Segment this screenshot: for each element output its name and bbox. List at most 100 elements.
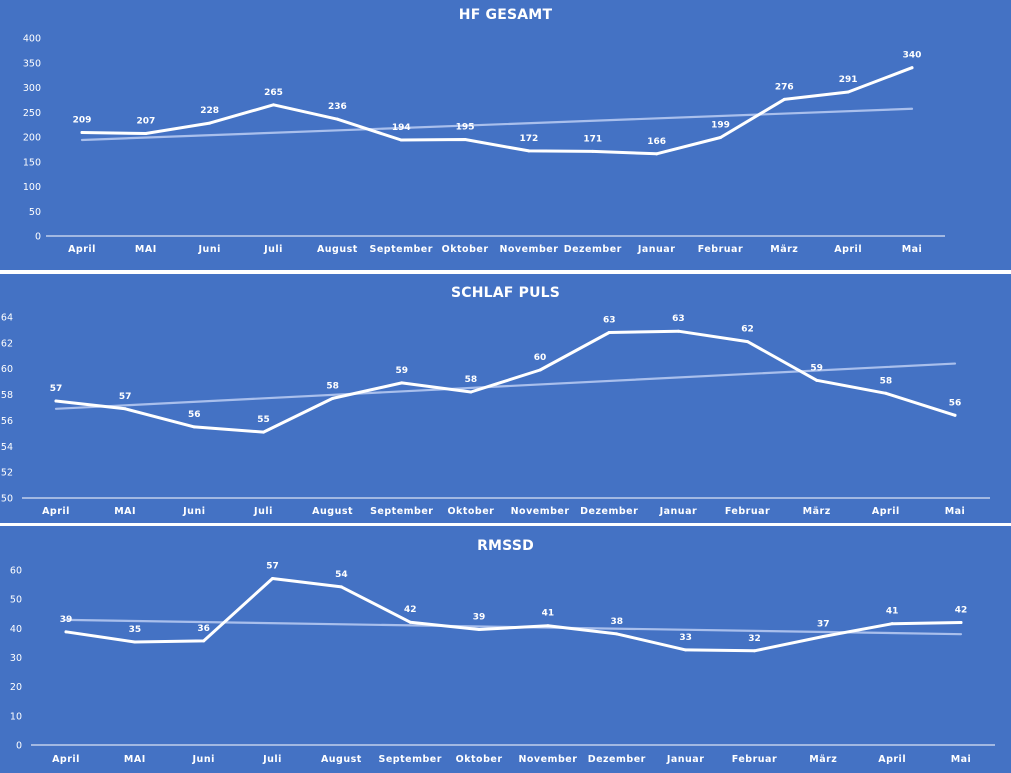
data-label: 35	[129, 625, 142, 635]
x-tick-label: April	[834, 244, 862, 255]
data-point	[408, 620, 412, 624]
data-label: 39	[473, 613, 486, 623]
data-point	[80, 131, 84, 135]
y-tick-label: 50	[10, 595, 22, 606]
y-tick-label: 60	[1, 364, 13, 375]
x-tick-label: März	[809, 754, 837, 765]
data-point	[144, 132, 148, 136]
data-point	[331, 396, 335, 400]
trendline	[80, 107, 914, 142]
data-point	[54, 399, 58, 403]
y-tick-label: 250	[23, 108, 41, 119]
data-label: 171	[583, 134, 602, 144]
data-point	[752, 649, 756, 653]
data-point	[615, 632, 619, 636]
data-point	[463, 137, 467, 141]
y-tick-label: 50	[1, 494, 13, 505]
data-point	[546, 624, 550, 628]
data-label: 340	[903, 51, 922, 61]
y-tick-label: 10	[10, 711, 22, 722]
chart-title: RMSSD	[477, 538, 534, 554]
x-tick-label: August	[321, 754, 362, 765]
x-tick-label: Januar	[666, 754, 705, 765]
y-tick-label: 200	[23, 133, 41, 144]
data-label: 166	[647, 137, 666, 147]
x-tick-label: Mai	[945, 506, 966, 517]
data-label: 41	[542, 609, 555, 619]
data-label: 194	[392, 123, 411, 133]
x-tick-label: MAI	[135, 244, 157, 255]
chart-plot-hf-gesamt: 0 50 100 150 200 250 300 350 400 April MAI Juni Juli…	[23, 34, 945, 255]
x-tick-label: November	[499, 244, 558, 255]
data-label: 59	[396, 366, 409, 376]
data-label: 228	[200, 106, 219, 116]
data-label: 57	[50, 384, 63, 394]
x-tick-label: März	[803, 506, 831, 517]
x-tick-label: April	[872, 506, 900, 517]
data-point	[890, 622, 894, 626]
x-tick-label: Januar	[659, 506, 698, 517]
data-label: 55	[257, 415, 270, 425]
data-label: 58	[880, 376, 893, 386]
x-tick-label: Januar	[637, 244, 676, 255]
x-tick-label: Mai	[951, 754, 972, 765]
x-tick-label: Juni	[182, 506, 205, 517]
data-point	[884, 391, 888, 395]
y-tick-label: 40	[10, 624, 22, 635]
data-point	[399, 138, 403, 142]
chart-plot-schlaf-puls: 50 52 54 56 58 60 62 64 April MAI Juni Juli August Se…	[1, 313, 990, 517]
data-point	[910, 66, 914, 70]
data-point	[469, 390, 473, 394]
data-point	[591, 149, 595, 153]
y-tick-label: 350	[23, 58, 41, 69]
x-tick-label: November	[511, 506, 570, 517]
chart-panel-hf-gesamt: HF GESAMT 0 50 100 150 200 250 300 350 400 April M…	[0, 0, 1011, 270]
data-point	[959, 621, 963, 624]
data-label: 63	[603, 316, 616, 326]
data-point	[202, 639, 206, 643]
data-point	[684, 648, 688, 652]
y-tick-label: 20	[10, 682, 22, 693]
data-label: 42	[955, 606, 968, 616]
data-point	[64, 630, 68, 634]
series-line	[64, 577, 963, 653]
data-point	[815, 378, 819, 382]
y-tick-label: 54	[1, 442, 13, 453]
data-label: 199	[711, 120, 730, 130]
x-tick-label: Juni	[192, 754, 215, 765]
y-tick-label: 0	[16, 741, 22, 752]
y-tick-label: 52	[1, 468, 13, 479]
x-tick-label: September	[379, 754, 442, 765]
x-tick-label: Juli	[263, 244, 283, 255]
data-label: 236	[328, 102, 347, 112]
data-label: 59	[810, 363, 823, 373]
series-line	[80, 66, 914, 156]
y-tick-label: 0	[35, 232, 41, 243]
data-point	[339, 585, 343, 589]
data-label: 207	[136, 117, 155, 127]
data-label: 291	[839, 75, 858, 85]
data-label: 54	[335, 570, 348, 580]
data-point	[133, 640, 137, 644]
data-label: 195	[456, 122, 475, 132]
data-label: 56	[949, 398, 962, 408]
data-point	[272, 103, 276, 107]
chart-panel-rmssd: RMSSD 0 10 20 30 40 50 60 April MAI Juni Juli Augus…	[0, 526, 1011, 773]
data-label: 41	[886, 607, 899, 617]
y-tick-label: 400	[23, 34, 41, 45]
x-tick-label: Juni	[198, 244, 221, 255]
data-point	[953, 413, 957, 417]
data-label: 33	[679, 633, 692, 643]
y-tick-label: 150	[23, 157, 41, 168]
x-tick-label: Februar	[698, 244, 743, 255]
x-tick-label: September	[370, 506, 433, 517]
x-tick-label: Oktober	[442, 244, 489, 255]
y-tick-label: 100	[23, 182, 41, 193]
data-label: 39	[60, 615, 73, 625]
data-point	[782, 97, 786, 101]
data-label: 209	[73, 116, 92, 126]
data-label: 57	[119, 392, 132, 402]
y-tick-label: 62	[1, 338, 13, 349]
y-tick-label: 30	[10, 653, 22, 664]
y-tick-label: 58	[1, 390, 13, 401]
